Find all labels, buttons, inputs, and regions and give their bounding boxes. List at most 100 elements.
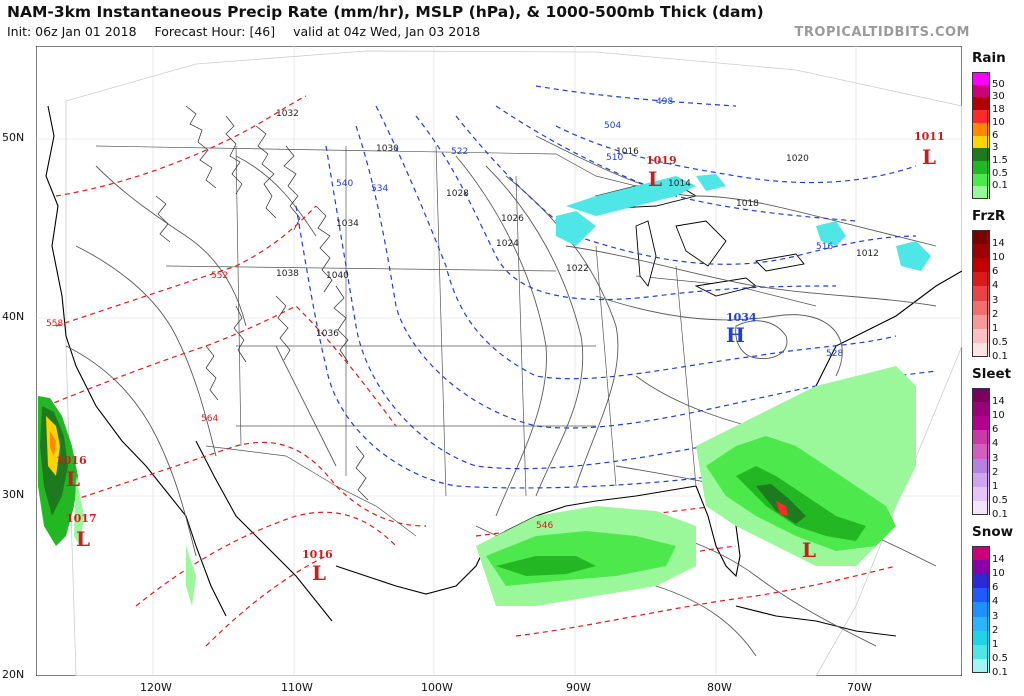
rain-legend-label: 1.5	[992, 154, 1008, 166]
isobar-label: 1012	[856, 249, 879, 259]
snow-legend-label: 0.1	[992, 667, 1008, 678]
terrain-isobar-noise	[155, 105, 369, 501]
precip-legend: Rain 50 30 18 10 6 3 1.5 0.5 0.1 FrzR 14 10 6 4 3 2 1 0.5 0…	[962, 46, 1024, 678]
low-letter: L	[648, 167, 662, 191]
thickness-label: 552	[211, 271, 228, 281]
thickness-label: 498	[656, 97, 673, 107]
map-title: NAM-3km Instantaneous Precip Rate (mm/hr…	[7, 3, 764, 21]
model-domain-edge	[65, 50, 962, 676]
rain-gulf	[476, 506, 696, 606]
lon-label-110w: 110W	[281, 681, 313, 694]
frzr-legend-label: 14	[992, 238, 1005, 250]
thickness-label: 510	[606, 153, 623, 163]
political-borders	[95, 145, 817, 537]
low-pressure-center: 1017 L	[66, 512, 97, 551]
high-letter: H	[726, 323, 745, 347]
low-value: 1016	[56, 454, 87, 467]
sleet-legend-label: 14	[992, 396, 1005, 408]
thickness-label: 540	[336, 179, 353, 189]
frzr-legend-label: 0.5	[992, 336, 1008, 348]
thickness-label: 558	[46, 319, 63, 329]
thickness-label: 564	[201, 414, 218, 424]
isobar-label: 1032	[276, 109, 299, 119]
rain-legend-label: 18	[992, 104, 1005, 116]
snow-legend-label: 14	[992, 554, 1005, 566]
rain-legend-label: 0.1	[992, 180, 1008, 192]
sleet-legend-label: 10	[992, 410, 1005, 422]
frzr-legend-frame	[972, 230, 988, 357]
weather-map: 1032 1030 1028 1026 1024 1022 1020 1018 …	[36, 46, 962, 676]
snow-legend-label: 1	[992, 638, 999, 650]
sleet-legend-label: 0.5	[992, 494, 1008, 506]
sleet-legend-label: 6	[992, 424, 999, 436]
thickness-label: 516	[816, 242, 833, 252]
forecast-hour: Forecast Hour: [46]	[154, 24, 276, 39]
frzr-legend-label: 6	[992, 266, 999, 278]
high-pressure-center: 1034 H	[726, 311, 757, 347]
isobar-label: 1026	[501, 214, 524, 224]
init-time: Init: 06z Jan 01 2018	[7, 24, 137, 39]
low-letter: L	[76, 527, 90, 551]
lat-label-20n: 20N	[2, 668, 25, 681]
low-letter: L	[802, 538, 816, 562]
high-value: 1034	[726, 311, 757, 324]
isobar-label: 1024	[496, 239, 519, 249]
lat-label-30n: 30N	[2, 488, 25, 501]
snow-legend-label: 3	[992, 610, 999, 622]
lon-label-80w: 80W	[707, 681, 732, 694]
rain-legend-label: 30	[992, 91, 1005, 103]
low-letter: L	[66, 467, 80, 491]
rain-southeast-atlantic	[696, 366, 916, 566]
low-pressure-center: 1011 L	[914, 130, 945, 169]
isobar-label: 1038	[276, 269, 299, 279]
sleet-legend-label: 3	[992, 452, 999, 464]
snow-legend-title: Snow	[972, 524, 1014, 540]
frzr-legend-label: 3	[992, 294, 999, 306]
brand-watermark: TROPICALTIDBITS.COM	[794, 25, 970, 40]
low-letter: L	[922, 145, 936, 169]
thickness-label: 534	[371, 184, 388, 194]
frzr-legend-label: 1	[992, 322, 999, 334]
lon-label-100w: 100W	[421, 681, 453, 694]
low-pressure-center: 1019 L	[646, 154, 677, 191]
sleet-legend-frame	[972, 388, 988, 515]
lon-label-120w: 120W	[140, 681, 172, 694]
thickness-value-labels: 498 504 510 516 522 528 534 540 546 552 …	[46, 97, 843, 531]
isobar-label: 1022	[566, 264, 589, 274]
sleet-legend-label: 0.1	[992, 509, 1008, 520]
rain-legend-title: Rain	[972, 50, 1006, 66]
thickness-label: 528	[826, 349, 843, 359]
isobar-label: 1014	[668, 179, 691, 189]
snow-legend-label: 0.5	[992, 652, 1008, 664]
frzr-legend-label: 2	[992, 308, 999, 320]
run-info: Init: 06z Jan 01 2018 Forecast Hour: [46…	[7, 24, 494, 39]
low-value: 1019	[646, 154, 677, 167]
thickness-label: 546	[536, 521, 553, 531]
isobar-label: 1030	[376, 144, 399, 154]
low-value: 1017	[66, 512, 97, 525]
isobar-label: 1040	[326, 271, 349, 281]
isobar-value-labels: 1032 1030 1028 1026 1024 1022 1020 1018 …	[276, 109, 879, 339]
sleet-legend-label: 1	[992, 480, 999, 492]
rain-legend-label: 3	[992, 142, 999, 154]
rain-california-coast	[38, 396, 196, 606]
sleet-legend-label: 2	[992, 466, 999, 478]
isobar-label: 1034	[336, 219, 359, 229]
sleet-legend-title: Sleet	[972, 366, 1012, 382]
frzr-legend-title: FrzR	[972, 208, 1006, 224]
frzr-legend-label: 4	[992, 280, 999, 292]
snow-legend-label: 6	[992, 582, 999, 594]
isobar-label: 1028	[446, 189, 469, 199]
rain-legend-label: 50	[992, 78, 1005, 90]
lon-label-90w: 90W	[566, 681, 591, 694]
lon-label-70w: 70W	[847, 681, 872, 694]
snow-legend-label: 10	[992, 568, 1005, 580]
lat-label-40n: 40N	[2, 310, 25, 323]
low-pressure-center: 1016 L	[302, 548, 333, 585]
thickness-label: 522	[451, 147, 468, 157]
low-pressure-center: L	[802, 538, 816, 562]
isobar-label: 1018	[736, 199, 759, 209]
thickness-label: 504	[604, 121, 621, 131]
sleet-legend-label: 4	[992, 438, 999, 450]
isobar-label: 1016	[616, 147, 639, 157]
